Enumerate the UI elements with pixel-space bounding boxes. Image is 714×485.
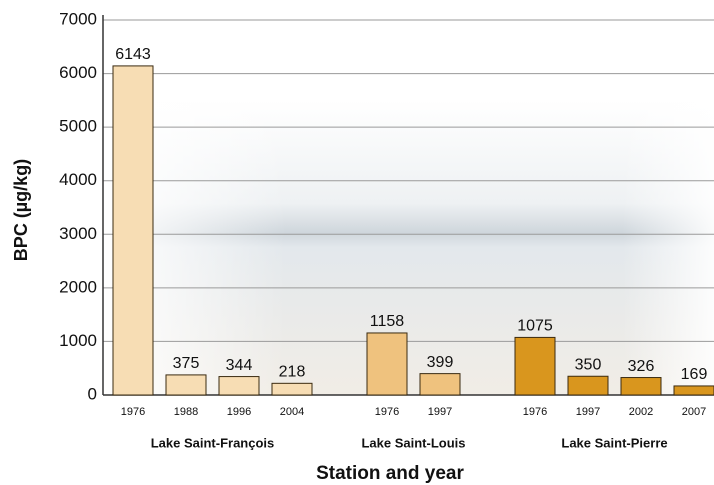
y-tick-label: 7000 — [59, 9, 97, 28]
value-label: 399 — [427, 354, 454, 371]
bar — [272, 383, 312, 395]
bar — [113, 66, 153, 395]
chart: BPC (µg/kg) Station and year 0 1000 2000 30… — [0, 0, 714, 485]
y-tick-label: 0 — [88, 384, 97, 403]
x-tick-label: 1997 — [576, 406, 600, 418]
value-label: 350 — [575, 356, 602, 373]
x-tick-label: 1976 — [121, 406, 145, 418]
group-label: Lake Saint-François — [151, 435, 275, 450]
bar — [219, 377, 259, 395]
value-label: 169 — [681, 366, 708, 383]
value-label: 344 — [226, 357, 253, 374]
group-label: Lake Saint-Louis — [361, 435, 465, 450]
page: BPC (µg/kg) Station and year 0 1000 2000 30… — [0, 0, 714, 485]
background-fade — [103, 100, 714, 395]
y-axis-label: BPC (µg/kg) — [11, 159, 31, 261]
bar — [621, 378, 661, 395]
x-tick-label: 2004 — [280, 406, 304, 418]
x-tick-label: 2002 — [629, 406, 653, 418]
x-tick-label: 1988 — [174, 406, 198, 418]
bar — [420, 374, 460, 395]
y-tick-label: 1000 — [59, 331, 97, 350]
x-tick-label: 1976 — [523, 406, 547, 418]
bar — [515, 337, 555, 395]
x-tick-label: 1997 — [428, 406, 452, 418]
y-tick-label: 4000 — [59, 170, 97, 189]
bar — [568, 376, 608, 395]
value-label: 326 — [628, 358, 655, 375]
value-label: 218 — [279, 364, 306, 381]
y-tick-label: 3000 — [59, 224, 97, 243]
value-label: 6143 — [115, 46, 151, 63]
x-tick-label: 1976 — [375, 406, 399, 418]
x-tick-label: 1996 — [227, 406, 251, 418]
y-tick-label: 6000 — [59, 63, 97, 82]
bar — [674, 386, 714, 395]
x-tick-label: 2007 — [682, 406, 706, 418]
group-label: Lake Saint-Pierre — [561, 435, 667, 450]
value-label: 375 — [173, 355, 200, 372]
value-label: 1075 — [517, 318, 553, 335]
y-tick-label: 5000 — [59, 117, 97, 136]
value-label: 1158 — [370, 313, 405, 330]
y-tick-label: 2000 — [59, 277, 97, 296]
bar — [166, 375, 206, 395]
x-axis-label: Station and year — [316, 463, 464, 484]
bar — [367, 333, 407, 395]
